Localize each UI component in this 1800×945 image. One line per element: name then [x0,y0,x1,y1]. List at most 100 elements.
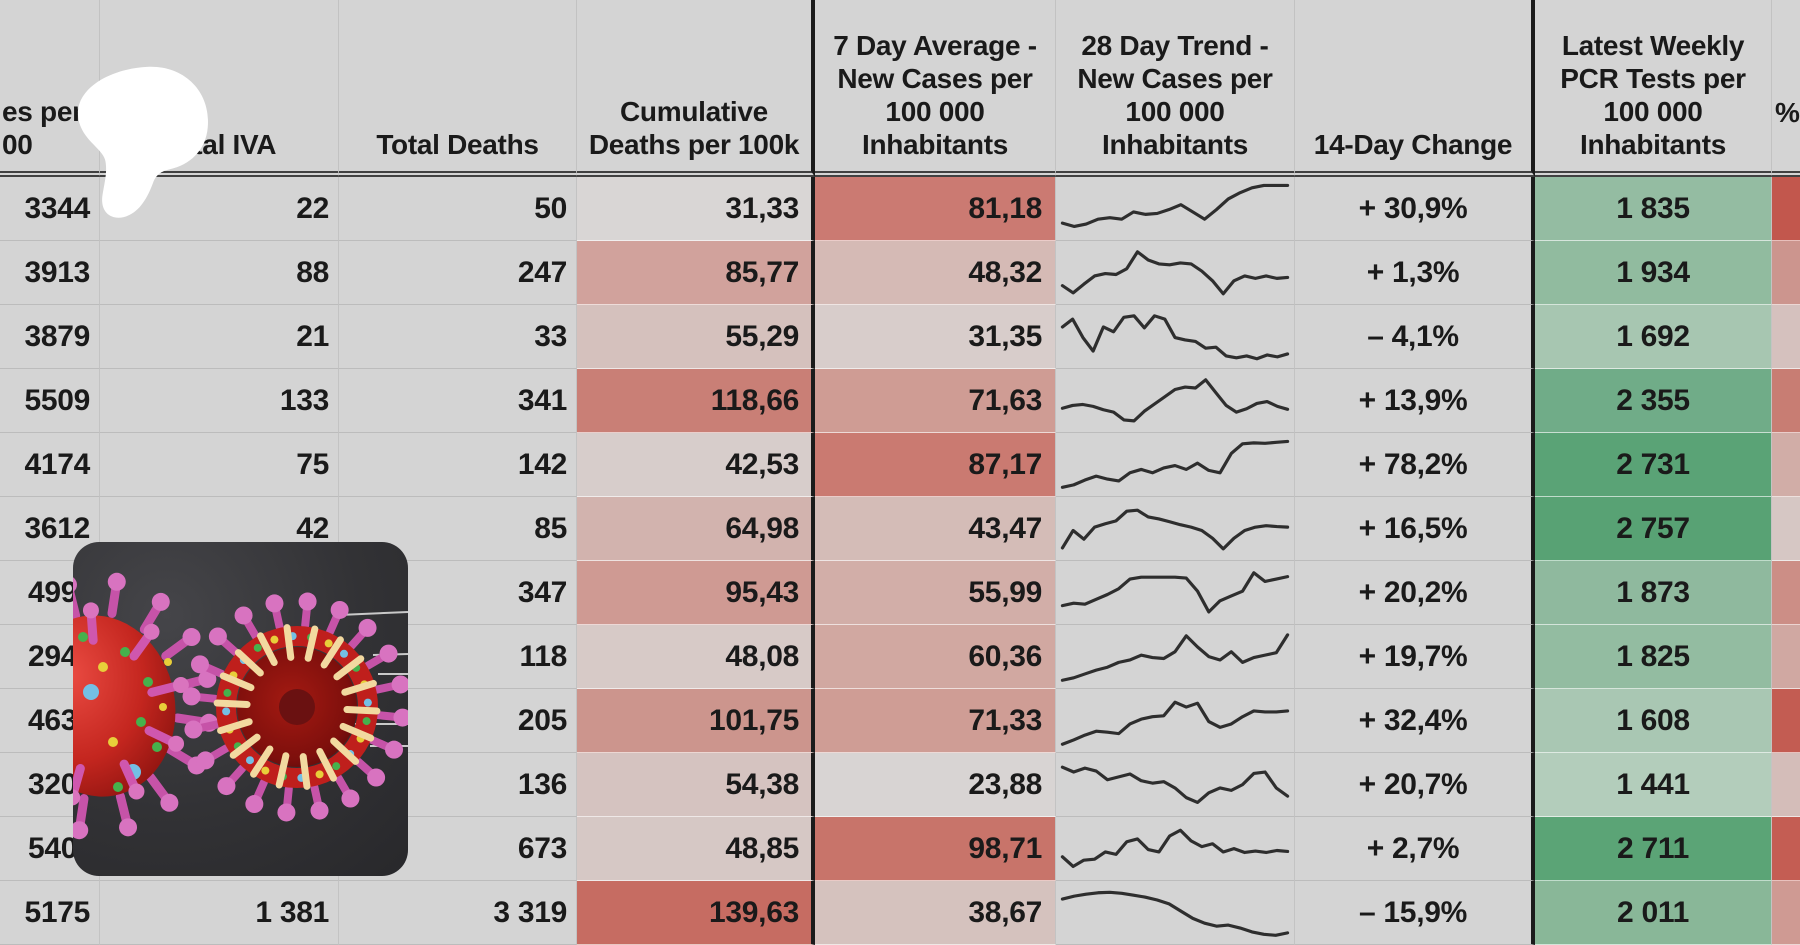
change-14day-cell[interactable]: + 1,3% [1295,241,1535,305]
percent-clipped-cell[interactable] [1772,369,1800,433]
change-14day-cell[interactable]: + 2,7% [1295,817,1535,881]
avg7-cases-cell[interactable]: 87,17 [815,433,1056,497]
cases-cell[interactable]: 5175 [0,881,100,945]
change-14day-cell[interactable]: + 20,2% [1295,561,1535,625]
iva-cell[interactable]: 21 [100,305,339,369]
cumulative-deaths-cell[interactable]: 118,66 [577,369,815,433]
change-14day-cell[interactable]: + 13,9% [1295,369,1535,433]
iva-cell[interactable]: 133 [100,369,339,433]
cases-cell[interactable]: 3879 [0,305,100,369]
avg7-cases-cell[interactable]: 55,99 [815,561,1056,625]
percent-clipped-cell[interactable] [1772,241,1800,305]
change-14day-cell[interactable]: – 15,9% [1295,881,1535,945]
header-7day-average[interactable]: 7 Day Average - New Cases per 100 000 In… [815,0,1056,177]
header-14day-change[interactable]: 14-Day Change [1295,0,1535,177]
header-cumulative-deaths[interactable]: Cumulative Deaths per 100k [577,0,815,177]
avg7-cases-cell[interactable]: 98,71 [815,817,1056,881]
pcr-tests-cell[interactable]: 1 608 [1535,689,1772,753]
sparkline-cell[interactable] [1056,881,1295,945]
change-14day-cell[interactable]: + 78,2% [1295,433,1535,497]
change-14day-cell[interactable]: – 4,1% [1295,305,1535,369]
percent-clipped-cell[interactable] [1772,305,1800,369]
sparkline-cell[interactable] [1056,625,1295,689]
pcr-tests-cell[interactable]: 1 441 [1535,753,1772,817]
change-14day-cell[interactable]: + 32,4% [1295,689,1535,753]
cases-cell[interactable]: 3612 [0,497,100,561]
cumulative-deaths-cell[interactable]: 85,77 [577,241,815,305]
trend-sparkline-chart [1060,314,1290,361]
cases-cell[interactable]: 4174 [0,433,100,497]
cases-cell[interactable]: 3913 [0,241,100,305]
cumulative-deaths-cell[interactable]: 101,75 [577,689,815,753]
pcr-tests-cell[interactable]: 1 692 [1535,305,1772,369]
cumulative-deaths-cell[interactable]: 54,38 [577,753,815,817]
avg7-cases-cell[interactable]: 43,47 [815,497,1056,561]
pcr-tests-cell[interactable]: 2 757 [1535,497,1772,561]
cumulative-deaths-cell[interactable]: 55,29 [577,305,815,369]
avg7-cases-cell[interactable]: 31,35 [815,305,1056,369]
deaths-cell[interactable]: 142 [339,433,577,497]
cumulative-deaths-cell[interactable]: 42,53 [577,433,815,497]
deaths-cell[interactable]: 247 [339,241,577,305]
sparkline-cell[interactable] [1056,817,1295,881]
percent-clipped-cell[interactable] [1772,177,1800,241]
pcr-tests-cell[interactable]: 1 934 [1535,241,1772,305]
deaths-cell[interactable]: 33 [339,305,577,369]
avg7-cases-cell[interactable]: 23,88 [815,753,1056,817]
pcr-tests-cell[interactable]: 2 731 [1535,433,1772,497]
avg7-cases-cell[interactable]: 71,33 [815,689,1056,753]
iva-cell[interactable]: 75 [100,433,339,497]
sparkline-cell[interactable] [1056,689,1295,753]
sparkline-cell[interactable] [1056,369,1295,433]
avg7-cases-cell[interactable]: 48,32 [815,241,1056,305]
sparkline-cell[interactable] [1056,241,1295,305]
percent-clipped-cell[interactable] [1772,497,1800,561]
change-14day-cell[interactable]: + 19,7% [1295,625,1535,689]
cumulative-deaths-cell[interactable]: 139,63 [577,881,815,945]
header-28day-trend[interactable]: 28 Day Trend - New Cases per 100 000 Inh… [1056,0,1295,177]
avg7-cases-cell[interactable]: 60,36 [815,625,1056,689]
change-14day-cell[interactable]: + 30,9% [1295,177,1535,241]
cumulative-deaths-cell[interactable]: 48,85 [577,817,815,881]
deaths-cell[interactable]: 3 319 [339,881,577,945]
percent-clipped-cell[interactable] [1772,625,1800,689]
iva-cell[interactable]: 88 [100,241,339,305]
percent-clipped-cell[interactable] [1772,881,1800,945]
cumulative-deaths-cell[interactable]: 31,33 [577,177,815,241]
sparkline-cell[interactable] [1056,177,1295,241]
change-14day-cell[interactable]: + 20,7% [1295,753,1535,817]
sparkline-cell[interactable] [1056,753,1295,817]
change-14day-cell[interactable]: + 16,5% [1295,497,1535,561]
sparkline-cell[interactable] [1056,561,1295,625]
cumulative-deaths-cell[interactable]: 48,08 [577,625,815,689]
pcr-tests-cell[interactable]: 2 711 [1535,817,1772,881]
pcr-tests-cell[interactable]: 1 873 [1535,561,1772,625]
pcr-tests-cell[interactable]: 1 825 [1535,625,1772,689]
sparkline-cell[interactable] [1056,305,1295,369]
percent-clipped-cell[interactable] [1772,689,1800,753]
sparkline-cell[interactable] [1056,433,1295,497]
avg7-cases-cell[interactable]: 81,18 [815,177,1056,241]
deaths-cell[interactable]: 341 [339,369,577,433]
avg7-cases-cell[interactable]: 71,63 [815,369,1056,433]
percent-clipped-cell[interactable] [1772,433,1800,497]
header-pcr-tests[interactable]: Latest Weekly PCR Tests per 100 000 Inha… [1535,0,1772,177]
pcr-tests-cell[interactable]: 2 011 [1535,881,1772,945]
sparkline-cell[interactable] [1056,497,1295,561]
percent-clipped-cell[interactable] [1772,561,1800,625]
avg7-cases-cell[interactable]: 38,67 [815,881,1056,945]
header-cases-per-100k[interactable]: es per 00 [0,0,100,177]
percent-clipped-cell[interactable] [1772,817,1800,881]
cumulative-deaths-cell[interactable]: 95,43 [577,561,815,625]
cases-cell[interactable]: 5509 [0,369,100,433]
iva-cell[interactable]: 1 381 [100,881,339,945]
deaths-cell[interactable]: 50 [339,177,577,241]
pcr-tests-cell[interactable]: 1 835 [1535,177,1772,241]
header-total-deaths[interactable]: Total Deaths [339,0,577,177]
percent-clipped-cell[interactable] [1772,753,1800,817]
cumulative-deaths-cell[interactable]: 64,98 [577,497,815,561]
pcr-tests-cell[interactable]: 2 355 [1535,369,1772,433]
header-percent-clipped[interactable]: % [1772,0,1800,177]
cases-cell[interactable]: 3344 [0,177,100,241]
